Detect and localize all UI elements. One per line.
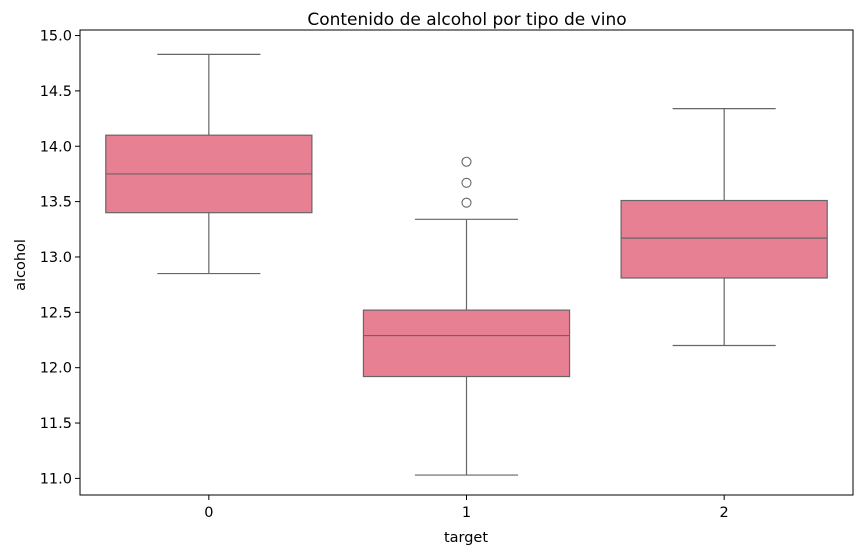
y-tick-label: 11.5: [40, 416, 72, 432]
x-axis-label: target: [444, 530, 488, 546]
y-tick-label: 14.0: [40, 139, 72, 155]
outlier-point: [461, 197, 472, 208]
y-tick-label: 13.5: [40, 195, 72, 211]
outlier-point: [461, 177, 472, 188]
y-tick-label: 12.0: [40, 361, 72, 377]
x-tick-label: 0: [204, 505, 213, 521]
y-tick-label: 14.5: [40, 84, 72, 100]
y-axis-ticks: 11.0 11.5 12.0 12.5 13.0 13.5 14.0 14.5 15.0: [40, 29, 80, 487]
x-tick-label: 1: [462, 505, 471, 521]
y-tick-label: 13.0: [40, 250, 72, 266]
y-tick-label: 12.5: [40, 305, 72, 321]
chart-title: Contenido de alcohol por tipo de vino: [307, 10, 626, 30]
box: [620, 199, 828, 279]
box-group-1: [362, 156, 571, 476]
box-group-0: [105, 53, 313, 275]
plot-area: [105, 53, 828, 476]
box: [362, 309, 571, 378]
outlier-point: [461, 156, 472, 167]
box-group-2: [620, 108, 828, 347]
y-tick-label: 11.0: [40, 471, 72, 487]
x-axis-ticks: 0 1 2: [204, 495, 729, 521]
x-tick-label: 2: [720, 505, 729, 521]
y-axis-label: alcohol: [13, 239, 29, 291]
y-tick-label: 15.0: [40, 29, 72, 45]
